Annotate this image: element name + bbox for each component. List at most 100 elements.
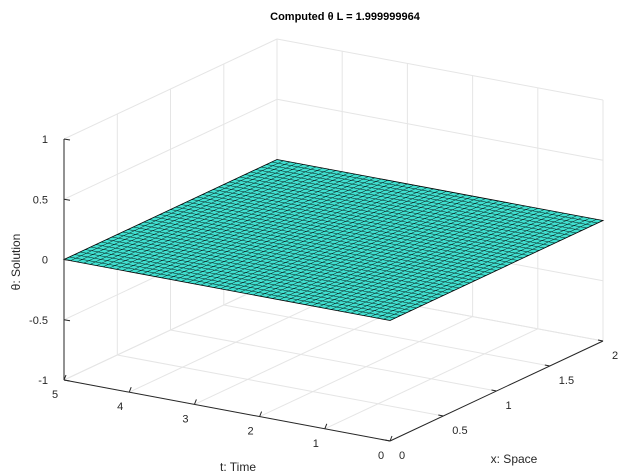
axes [63,138,604,442]
y-axis-line [63,379,391,442]
y-tick-label: 5 [52,389,58,401]
grid-line [63,98,278,200]
y-axis-label: t: Time [220,460,256,474]
mesh-line [311,205,525,307]
mesh-line [103,166,317,268]
y-tick [193,399,197,405]
y-tick [63,374,67,381]
y-tick-label: 4 [117,401,123,413]
mesh-line [337,210,551,311]
x-tick-label: 1.5 [559,375,574,387]
y-tick [128,387,132,393]
x-tick [544,364,550,367]
mesh-line [187,182,401,283]
mesh-line [109,167,323,269]
grid-line [223,304,550,367]
mesh-line [181,181,395,282]
x-tick-label: 1 [506,400,512,412]
tick-labels: 0 0.5 1 1.5 2 0 1 2 3 4 5 -1 -0.5 0 0.5 1 [29,134,618,462]
mesh-line [135,172,349,274]
grid-line [117,354,444,417]
y-tick-label: 3 [182,413,188,425]
mesh-line [155,176,369,277]
z-tick-label: 0 [42,255,48,267]
z-tick-label: -0.5 [29,315,48,327]
z-axis-label: θ: Solution [9,234,23,291]
x-tick-label: 0 [399,450,405,462]
mesh-line [83,162,297,264]
mesh-line [272,198,486,299]
y-tick [259,411,263,417]
mesh-line [285,200,499,302]
mesh-line [161,177,375,279]
mesh-line [76,161,291,263]
mesh-line [129,171,343,272]
x-axis-label: x: Space [491,452,538,466]
y-tick [324,423,328,429]
mesh-line [357,214,571,315]
z-tick-label: -1 [38,375,48,387]
mesh-line [292,201,506,303]
mesh-line [344,211,558,313]
mesh-line [298,203,512,304]
y-tick-label: 1 [313,438,319,450]
x-tick-label: 0.5 [452,425,467,437]
y-tick [389,435,393,442]
mesh-line [246,193,460,294]
mesh-line [324,208,538,309]
mesh-line [318,206,532,308]
x-tick-label: 2 [612,350,618,362]
grid-line [63,38,278,140]
mesh-line [168,178,382,280]
mesh-line [142,173,356,275]
mesh-line [122,170,336,271]
mesh-line [220,188,434,290]
mesh-line [194,183,408,285]
mesh-line [279,199,493,301]
z-tick [63,138,71,141]
mesh-line [259,195,473,297]
z-tick-label: 0.5 [33,194,48,206]
mesh-line [174,179,388,281]
surface-mesh [62,159,605,321]
mesh-line [116,169,330,270]
grid-line [259,316,473,418]
mesh-line [383,219,597,320]
mesh-line [350,212,564,314]
grid-line [170,329,497,392]
z-tick [63,319,71,322]
mesh-line [233,190,447,292]
grid-line [276,98,604,161]
grid-line [324,328,539,430]
x-tick [597,339,604,342]
grid-line [194,303,408,405]
z-tick [63,198,71,201]
mesh-line [90,164,304,265]
mesh-line [266,197,480,298]
grid-line [63,279,278,381]
mesh-line [200,184,414,286]
x-tick [438,414,444,417]
mesh-line [305,204,519,305]
grid-line [276,38,604,101]
x-tick [491,389,497,392]
chart-title: Computed θ L = 1.999999964 [270,11,421,23]
grid-line [128,291,343,393]
z-tick [63,259,71,261]
mesh-line [253,194,467,296]
z-tick [63,379,71,382]
z-tick-label: 1 [42,134,48,146]
y-tick-label: 2 [248,426,254,438]
mesh-line [148,175,362,276]
y-tick-label: 0 [378,450,384,462]
mesh-line [370,216,584,318]
mesh-line [207,186,421,287]
mesh-line [239,192,454,293]
mesh-line [213,187,428,288]
mesh-line [226,189,441,291]
mesh-line [96,165,310,266]
mesh-line [376,217,591,319]
mesh-line [363,215,577,316]
mesh-line [70,160,284,261]
